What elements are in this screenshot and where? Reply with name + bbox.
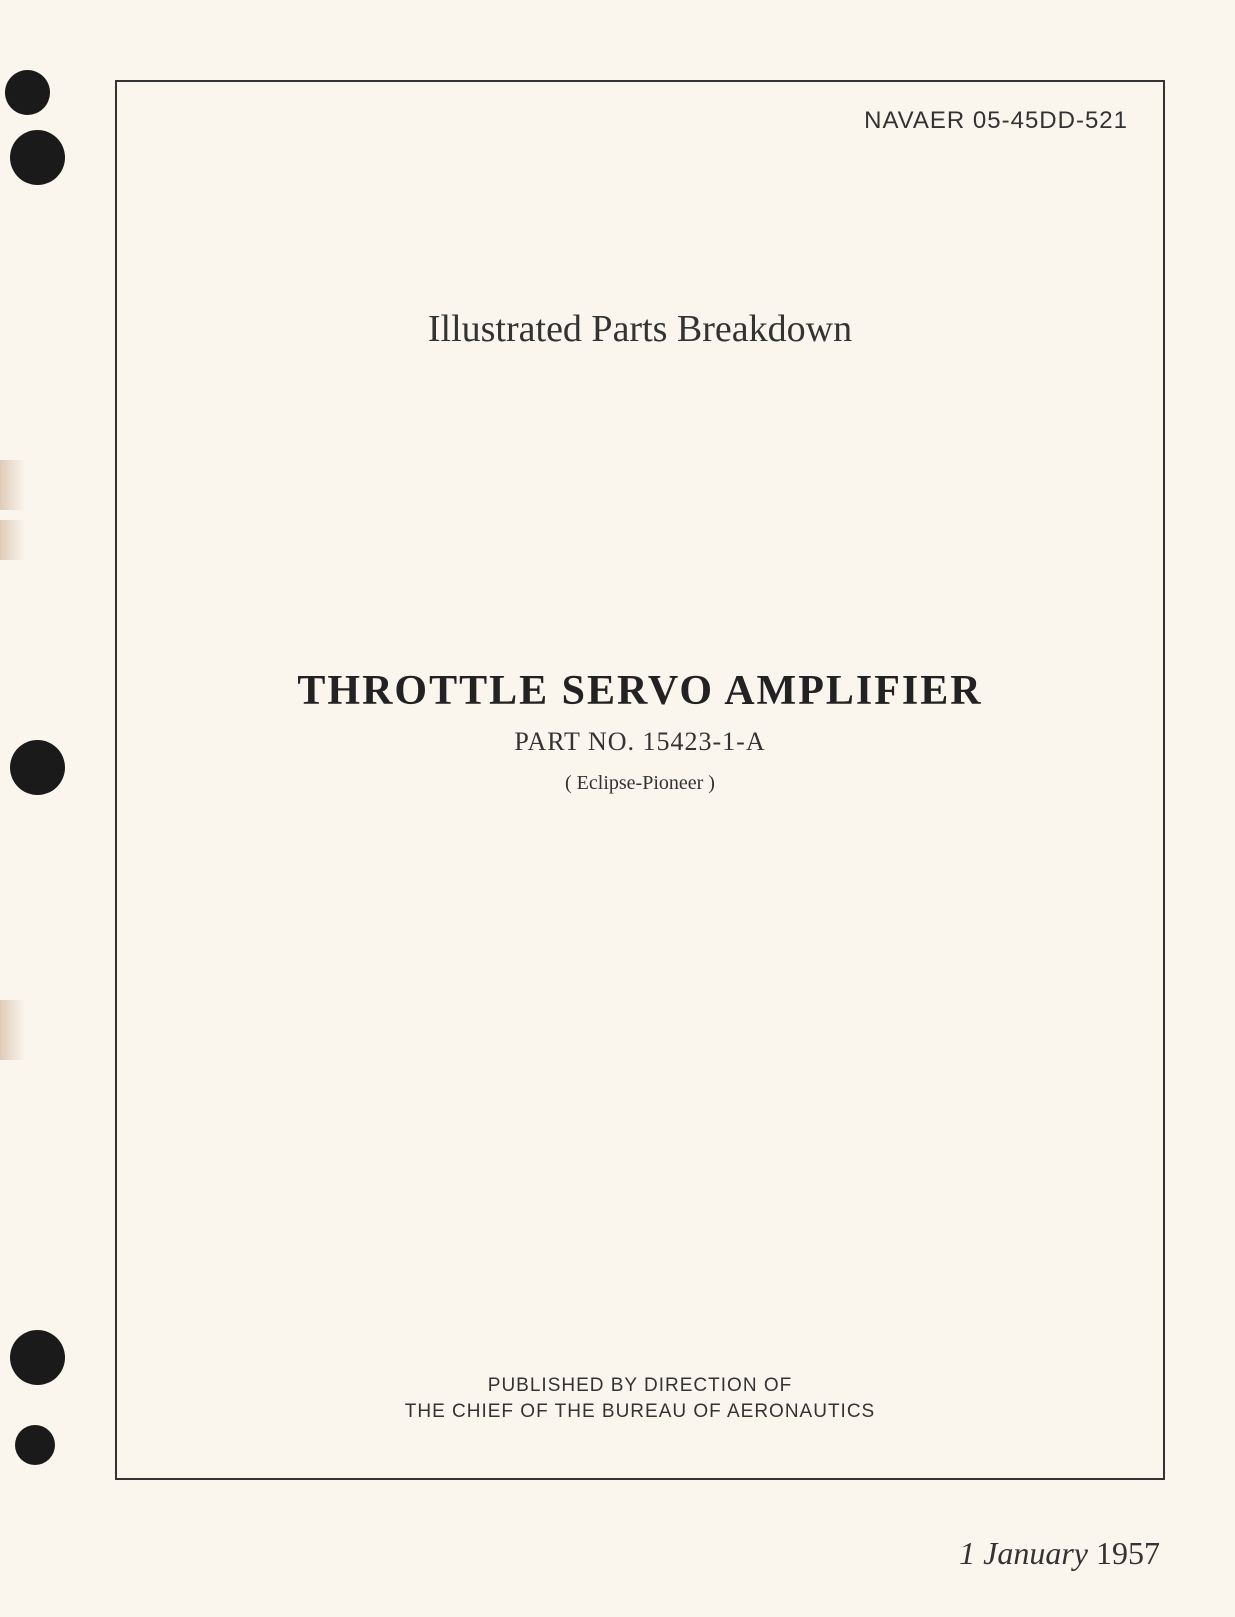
manufacturer: ( Eclipse-Pioneer ) [117,772,1163,795]
page-edge-wear [0,1000,25,1060]
page-edge-wear [0,520,25,560]
publisher-block: PUBLISHED BY DIRECTION OF THE CHIEF OF T… [117,1375,1163,1423]
section-title: Illustrated Parts Breakdown [117,307,1163,351]
part-number: PART NO. 15423-1-A [117,727,1163,757]
date-year: 1957 [1096,1535,1160,1571]
date-day: 1 [959,1535,975,1571]
binder-hole [10,740,65,795]
binder-hole [15,1425,55,1465]
binder-hole [10,130,65,185]
binder-hole [10,1330,65,1385]
content-frame: NAVAER 05-45DD-521 Illustrated Parts Bre… [115,80,1165,1480]
publisher-line-2: THE CHIEF OF THE BUREAU OF AERONAUTICS [117,1401,1163,1423]
binder-hole [5,70,50,115]
date-month: January [983,1535,1088,1571]
publisher-line-1: PUBLISHED BY DIRECTION OF [117,1375,1163,1397]
main-title: THROTTLE SERVO AMPLIFIER [117,667,1163,715]
document-number: NAVAER 05-45DD-521 [864,107,1128,135]
document-page: NAVAER 05-45DD-521 Illustrated Parts Bre… [0,0,1235,1617]
page-edge-wear [0,460,25,510]
publication-date: 1 January 1957 [959,1535,1160,1572]
